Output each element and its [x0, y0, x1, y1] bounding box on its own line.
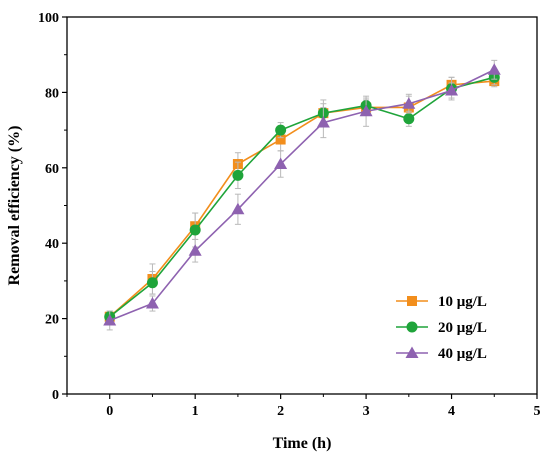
data-point [487, 63, 501, 75]
series-line [109, 80, 495, 318]
data-point [274, 157, 288, 170]
data-point [359, 104, 373, 117]
plot-frame [66, 16, 538, 395]
legend-label: 20 μg/L [438, 320, 487, 336]
legend-label: 10 μg/L [438, 294, 487, 310]
data-point [146, 277, 158, 289]
data-point [403, 113, 415, 125]
series-line [109, 69, 495, 322]
legend-marker [405, 346, 419, 358]
y-tick-label: 40 [45, 237, 59, 252]
data-point [232, 169, 244, 181]
x-tick-label: 2 [277, 404, 284, 419]
y-tick-label: 0 [52, 388, 59, 403]
plot-area [103, 59, 501, 331]
y-tick-label: 100 [38, 11, 59, 26]
x-tick-label: 1 [192, 404, 199, 419]
data-point [316, 116, 330, 128]
legend-marker [407, 296, 417, 306]
data-point [189, 224, 201, 236]
legend-marker [406, 321, 418, 333]
series-2 [104, 69, 500, 323]
y-axis-title: Removal efficiency (%) [6, 126, 23, 286]
data-point [231, 202, 245, 215]
x-tick-label: 3 [363, 404, 370, 419]
legend-entry: 40 μg/L [396, 346, 487, 362]
series-line [109, 76, 495, 318]
legend-entry: 20 μg/L [396, 320, 487, 336]
series-1 [104, 74, 500, 323]
legend-entry: 10 μg/L [396, 294, 487, 310]
legend: 10 μg/L 20 μg/L 40 μg/L [396, 294, 487, 362]
data-point [188, 244, 202, 256]
y-tick-label: 80 [45, 86, 59, 101]
data-point [275, 124, 287, 136]
data-point [445, 84, 459, 96]
x-tick-label: 5 [534, 404, 541, 419]
data-point [402, 97, 416, 109]
y-tick-label: 60 [45, 162, 59, 177]
data-point [145, 297, 159, 309]
x-axis-title: Time (h) [273, 435, 332, 452]
series-3 [103, 59, 501, 331]
data-point [275, 134, 286, 145]
y-tick-label: 20 [45, 313, 59, 328]
x-tick-label: 4 [448, 404, 455, 419]
axes: 0 1 2 3 4 5 0 20 40 60 80 100 [38, 11, 541, 419]
data-point [103, 313, 117, 326]
x-tick-label: 0 [106, 404, 113, 419]
legend-label: 40 μg/L [438, 346, 487, 362]
